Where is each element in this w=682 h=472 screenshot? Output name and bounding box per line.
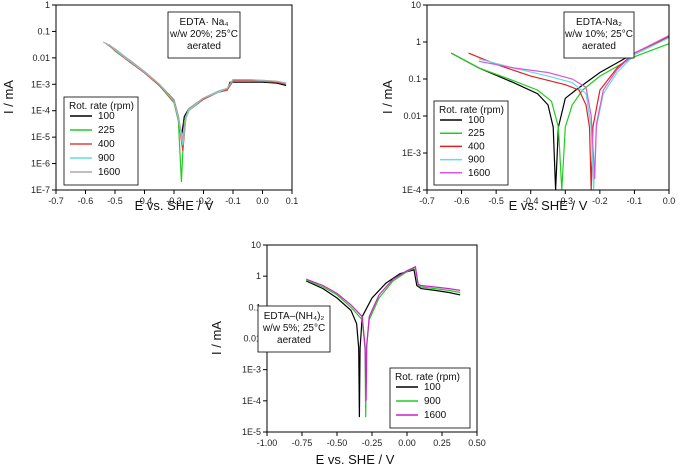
y-tick-label: 1E-7 (31, 185, 50, 195)
x-axis-label: E vs. SHE / V (509, 198, 588, 213)
y-tick-label: 1E-6 (31, 159, 50, 169)
conditions-line: w/w 5%; 25°C (262, 323, 325, 334)
y-tick-label: 1E-4 (242, 396, 261, 406)
y-tick-label: 1E-3 (242, 365, 261, 375)
y-tick-label: 1 (256, 271, 261, 281)
x-tick-label: -0.5 (488, 196, 504, 206)
y-tick-label: 0.1 (408, 74, 421, 84)
x-tick-label: -0.7 (48, 196, 64, 206)
y-tick-label: 0.01 (32, 53, 50, 63)
series-group (305, 265, 461, 418)
x-tick-label: -0.3 (166, 196, 182, 206)
series-group (102, 41, 287, 183)
x-tick-label: -0.25 (362, 438, 383, 448)
legend-title: Rot. rate (rpm) (439, 105, 504, 116)
x-tick-label: -0.75 (292, 438, 313, 448)
y-tick-label: 1E-4 (31, 106, 50, 116)
chart-3: -1.00 -0.75 -0.50 -0.25 0.00 0.25 0.50 1E-5 1E-4… (209, 240, 486, 467)
x-tick-label: -0.3 (558, 196, 574, 206)
series-line-225 (450, 43, 669, 190)
y-tick-label: 1E-5 (31, 132, 50, 142)
legend-entry: 1600 (98, 167, 121, 178)
conditions-line: EDTA–(NH₄)₂ (264, 311, 325, 322)
x-tick-label: -0.5 (107, 196, 123, 206)
x-tick-label: -0.2 (592, 196, 608, 206)
x-tick-label: -0.2 (196, 196, 212, 206)
y-tick-label: 1 (45, 0, 50, 10)
x-tick-label: 0.00 (398, 438, 416, 448)
x-tick-label: 0.1 (286, 196, 299, 206)
legend-entry: 1600 (468, 168, 491, 179)
conditions-line: aerated (582, 41, 616, 52)
y-tick-label: 10 (411, 0, 421, 10)
legend-box (389, 367, 471, 429)
series-line-100 (305, 269, 461, 418)
legend-entry: 900 (468, 155, 485, 166)
x-tick-label: -0.6 (78, 196, 94, 206)
x-axis-label: E vs. SHE / V (135, 198, 214, 213)
legend-entry: 900 (98, 153, 115, 164)
y-tick-label: 1E-4 (402, 185, 421, 195)
series-line-1600 (478, 34, 669, 179)
conditions-line: w/w 10%; 25°C (564, 29, 633, 40)
legend-entry: 400 (98, 139, 115, 150)
conditions-line: EDTA· Na₄ (180, 17, 229, 28)
x-tick-label: -0.7 (419, 196, 435, 206)
plot-frame (426, 4, 670, 191)
series-group (450, 34, 669, 190)
x-tick-label: -0.4 (523, 196, 539, 206)
chart-2: -0.7 -0.6 -0.5 -0.4 -0.3 -0.2 -0.1 0.0 1E-4 1E-3 0… (380, 0, 675, 213)
y-tick-label: 1E-5 (242, 427, 261, 437)
conditions-box (257, 305, 331, 353)
legend-entry: 225 (468, 128, 485, 139)
x-tick-label: -0.1 (225, 196, 241, 206)
x-tick-label: 0.0 (256, 196, 269, 206)
conditions-box (563, 11, 635, 59)
conditions-box (167, 11, 241, 59)
x-tick-label: 0.0 (663, 196, 676, 206)
series-line-100 (450, 36, 669, 190)
y-axis-label: I / mA (380, 80, 395, 114)
legend-entry: 900 (424, 396, 441, 407)
conditions-line: aerated (277, 335, 311, 346)
y-axis-label: I / mA (1, 80, 16, 114)
y-axis-label: I / mA (209, 321, 224, 355)
series-line-1600 (305, 265, 461, 401)
series-line-1600 (102, 41, 287, 140)
chart-1: -0.7 -0.6 -0.5 -0.4 -0.3 -0.2 -0.1 0.0 0.11E-71E… (1, 0, 298, 213)
legend-entry: 100 (424, 382, 441, 393)
legend-title: Rot. rate (rpm) (69, 101, 134, 112)
y-tick-label: 1E-3 (402, 148, 421, 158)
series-line-900 (478, 37, 669, 190)
legend-entry: 100 (98, 111, 115, 122)
legend-entry: 100 (468, 115, 485, 126)
x-tick-label: 0.25 (433, 438, 451, 448)
legend-title: Rot. rate (rpm) (395, 372, 460, 383)
y-tick-label: 10 (251, 240, 261, 250)
legend-entry: 400 (468, 141, 485, 152)
y-tick-label: 0.1 (248, 302, 261, 312)
x-tick-label: -0.4 (137, 196, 153, 206)
x-tick-label: -1.00 (257, 438, 278, 448)
x-tick-label: -0.50 (327, 438, 348, 448)
y-tick-label: 0.01 (243, 334, 261, 344)
x-axis-label: E vs. SHE / V (316, 452, 395, 467)
y-tick-label: 1 (416, 37, 421, 47)
series-line-400 (468, 36, 669, 190)
conditions-line: aerated (187, 41, 221, 52)
y-tick-label: 1E-3 (31, 79, 50, 89)
y-tick-label: 0.01 (403, 111, 421, 121)
conditions-line: w/w 20%; 25°C (169, 29, 238, 40)
y-tick-label: 0.1 (37, 26, 50, 36)
legend-box (63, 96, 139, 186)
conditions-line: EDTA-Na₂ (576, 17, 622, 28)
series-line-900 (305, 266, 461, 418)
legend-entry: 1600 (424, 410, 447, 421)
x-tick-label: -0.6 (454, 196, 470, 206)
x-tick-label: -0.1 (627, 196, 643, 206)
x-tick-label: 0.50 (468, 438, 486, 448)
legend-box (433, 100, 509, 186)
legend-entry: 225 (98, 125, 115, 136)
